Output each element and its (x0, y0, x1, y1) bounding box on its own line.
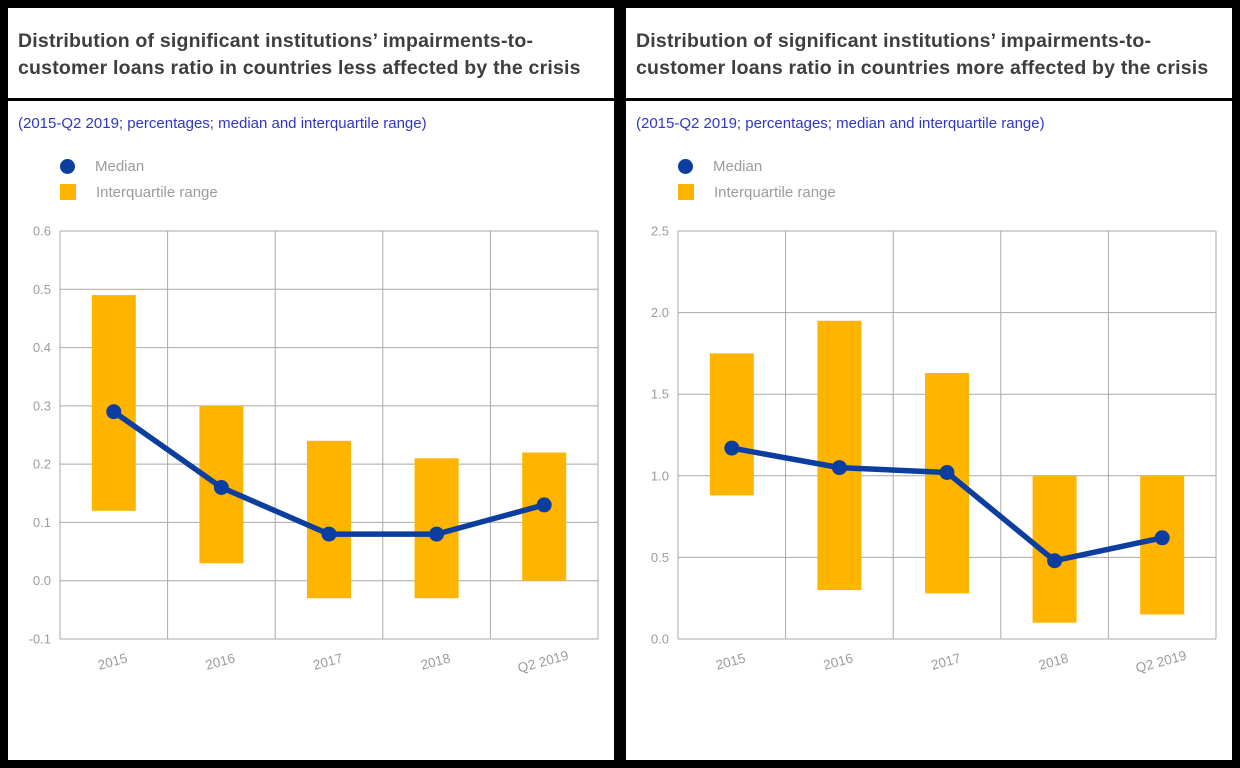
svg-text:0.5: 0.5 (33, 282, 51, 297)
legend-label-interquartile-range: Interquartile range (96, 183, 218, 201)
svg-text:2015: 2015 (714, 650, 747, 672)
legend-label-median: Median (95, 157, 145, 175)
chart-panel-more-affected: Distribution of significant institutions… (626, 8, 1232, 760)
median-dot-icon (678, 158, 693, 174)
svg-text:0.0: 0.0 (651, 631, 669, 646)
svg-text:1.0: 1.0 (651, 468, 669, 483)
interquartile-range-square-icon (678, 184, 694, 201)
legend-label-median: Median (713, 157, 763, 175)
svg-text:0.6: 0.6 (33, 223, 51, 238)
chart-more-affected: 2.5 2.0 1.5 1.0 0.5 0.0 2015 2016 2017 2018 Q2 201… (651, 223, 1217, 676)
svg-text:0.5: 0.5 (651, 550, 669, 565)
svg-text:2016: 2016 (204, 650, 237, 672)
svg-text:1.5: 1.5 (651, 387, 669, 402)
svg-text:2018: 2018 (419, 650, 452, 672)
legend-item-median: Median (678, 158, 1232, 175)
interquartile-range-square-icon (60, 184, 76, 201)
svg-text:2018: 2018 (1037, 650, 1070, 672)
svg-text:2016: 2016 (822, 650, 855, 672)
svg-text:0.0: 0.0 (33, 573, 51, 588)
svg-text:2015: 2015 (96, 650, 129, 672)
median-dot-icon (60, 158, 75, 174)
chart-less-affected: 0.6 0.5 0.4 0.3 0.2 0.1 0.0 -0.1 2015 2016 2017 201… (29, 223, 599, 676)
legend-item-interquartile-range: Interquartile range (678, 184, 1232, 201)
title-divider (8, 97, 614, 101)
svg-text:0.2: 0.2 (33, 456, 51, 471)
charts-page: Distribution of significant institutions… (8, 8, 1232, 760)
svg-text:2017: 2017 (311, 650, 344, 672)
svg-text:2017: 2017 (929, 650, 962, 672)
svg-text:-0.1: -0.1 (29, 631, 51, 646)
svg-text:Q2 2019: Q2 2019 (1134, 648, 1188, 676)
svg-text:0.4: 0.4 (33, 340, 51, 355)
legend-item-median: Median (60, 158, 614, 175)
chart-title: Distribution of significant institutions… (636, 30, 1209, 79)
legend-item-interquartile-range: Interquartile range (60, 184, 614, 201)
svg-text:2.5: 2.5 (651, 223, 669, 238)
svg-text:0.1: 0.1 (33, 515, 51, 530)
chart-legend: Median Interquartile range (8, 158, 614, 201)
chart-subtitle: (2015-Q2 2019; percentages; median and i… (636, 114, 1045, 132)
chart-title: Distribution of significant institutions… (18, 30, 581, 79)
svg-text:Q2 2019: Q2 2019 (516, 648, 570, 676)
chart-legend: Median Interquartile range (626, 158, 1232, 201)
legend-label-interquartile-range: Interquartile range (714, 183, 836, 201)
title-divider (626, 97, 1232, 101)
chart-subtitle: (2015-Q2 2019; percentages; median and i… (18, 114, 427, 132)
svg-text:2.0: 2.0 (651, 305, 669, 320)
svg-text:0.3: 0.3 (33, 398, 51, 413)
chart-panel-less-affected: Distribution of significant institutions… (8, 8, 614, 760)
